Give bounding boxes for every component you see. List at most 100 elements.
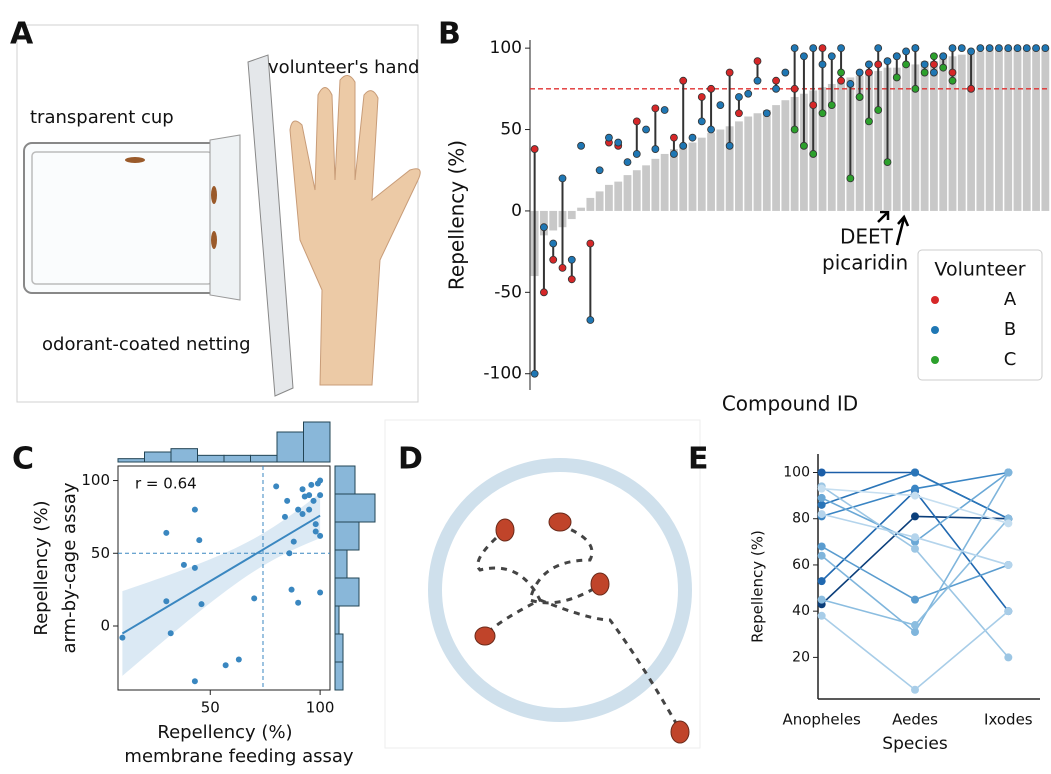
- point: [810, 45, 817, 52]
- point: [911, 628, 919, 636]
- arrow-picaridin: [897, 217, 908, 245]
- point: [791, 85, 798, 92]
- point: [884, 58, 891, 65]
- point: [282, 514, 288, 520]
- point: [550, 240, 557, 247]
- point: [643, 126, 650, 133]
- bar: [939, 58, 947, 211]
- histogram-bar: [335, 578, 359, 606]
- y-tick-label: 100: [81, 471, 110, 489]
- bar: [605, 185, 613, 211]
- point: [251, 595, 257, 601]
- point: [273, 483, 279, 489]
- point: [568, 256, 575, 263]
- point: [893, 74, 900, 81]
- y-tick-label: 0: [511, 201, 522, 221]
- x-tick-label: Anopheles: [782, 711, 861, 729]
- histogram-bar: [335, 606, 339, 634]
- point: [986, 45, 993, 52]
- x-axis-label: Compound ID: [722, 392, 858, 416]
- arrow-deet: [878, 212, 888, 222]
- point: [708, 85, 715, 92]
- bar: [716, 130, 724, 211]
- series-line: [822, 516, 1009, 604]
- y-tick-label: 50: [500, 120, 522, 140]
- point: [940, 53, 947, 60]
- x-tick-label: 100: [306, 699, 335, 717]
- netting: [210, 135, 240, 300]
- point: [818, 542, 826, 550]
- point: [847, 80, 854, 87]
- label-cup: transparent cup: [30, 107, 174, 128]
- point: [791, 45, 798, 52]
- point: [559, 264, 566, 271]
- point: [921, 61, 928, 68]
- point: [911, 485, 919, 493]
- point: [818, 468, 826, 476]
- panel-label: E: [688, 442, 709, 477]
- y-tick-label: 80: [792, 511, 810, 527]
- legend-label: A: [1004, 289, 1017, 310]
- point: [181, 562, 187, 568]
- point: [818, 552, 826, 560]
- point: [818, 596, 826, 604]
- point: [1033, 45, 1040, 52]
- legend-marker: [931, 356, 939, 364]
- bar: [744, 117, 752, 211]
- point: [911, 621, 919, 629]
- point: [875, 45, 882, 52]
- point: [903, 61, 910, 68]
- point: [828, 53, 835, 60]
- point: [317, 492, 323, 498]
- y-axis-label: arm-by-cage assay: [59, 482, 80, 653]
- point: [163, 598, 169, 604]
- bar: [689, 143, 697, 211]
- point: [587, 240, 594, 247]
- bar: [781, 100, 789, 211]
- panel-label: B: [438, 17, 461, 52]
- bar: [1004, 48, 1012, 211]
- point: [300, 511, 306, 517]
- point: [578, 142, 585, 149]
- point: [819, 45, 826, 52]
- x-tick-label: Aedes: [892, 711, 938, 729]
- y-tick-label: 100: [490, 38, 522, 58]
- bar: [930, 61, 938, 211]
- point: [198, 601, 204, 607]
- panel-label: C: [12, 442, 34, 477]
- point: [773, 85, 780, 92]
- point: [847, 175, 854, 182]
- point: [968, 48, 975, 55]
- point: [698, 118, 705, 125]
- histogram-bar: [118, 459, 145, 462]
- legend-title: Volunteer: [934, 259, 1025, 281]
- annotation: DEET: [840, 225, 894, 249]
- point: [838, 77, 845, 84]
- histogram-bar: [335, 550, 347, 578]
- point: [311, 498, 317, 504]
- point: [236, 656, 242, 662]
- bar: [568, 211, 576, 219]
- point: [587, 317, 594, 324]
- panel-label: D: [398, 442, 423, 477]
- point: [884, 159, 891, 166]
- bar: [661, 154, 669, 211]
- dish: [435, 465, 685, 715]
- point: [540, 289, 547, 296]
- histogram-bar: [251, 455, 278, 462]
- bar: [549, 211, 557, 231]
- point: [828, 102, 835, 109]
- y-tick-label: -100: [483, 364, 522, 384]
- point: [810, 150, 817, 157]
- point: [912, 85, 919, 92]
- point: [1023, 45, 1030, 52]
- point: [930, 69, 937, 76]
- bar: [651, 159, 659, 211]
- point: [838, 69, 845, 76]
- bar: [577, 208, 585, 211]
- legend-marker: [931, 296, 939, 304]
- point: [670, 150, 677, 157]
- point: [819, 110, 826, 117]
- legend-marker: [931, 326, 939, 334]
- point: [1004, 653, 1012, 661]
